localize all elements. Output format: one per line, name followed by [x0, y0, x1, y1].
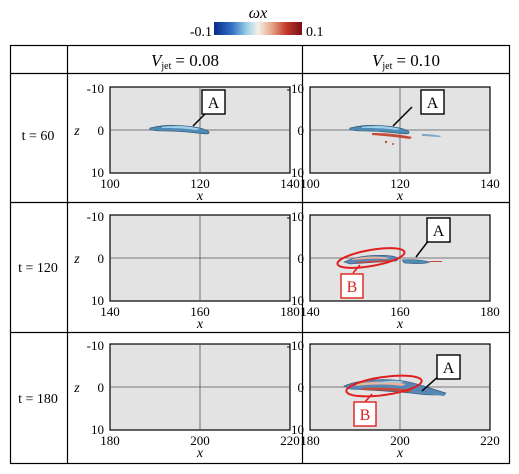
z-tick-label: -10	[87, 81, 104, 96]
row-label-t60: t = 60	[22, 129, 55, 144]
panel-r0-c0: -10 0 10 z 100 120 140 x A	[73, 81, 299, 204]
label-A: A	[427, 95, 439, 112]
x-tick-label: 140	[280, 176, 300, 191]
colorbar: ωx -0.1 0.1	[190, 5, 324, 40]
colorbar-label: ωx	[249, 5, 267, 22]
label-A: A	[443, 360, 455, 377]
colorbar-max-label: 0.1	[306, 25, 324, 40]
column-subscript: jet	[160, 61, 171, 72]
z-tick-label: 10	[91, 165, 104, 180]
x-tick-label: 180	[300, 433, 320, 448]
column-header-vjet-0.08: Vjet = 0.08	[151, 51, 219, 72]
column-symbol: V	[151, 51, 164, 70]
z-axis-label: z	[73, 252, 80, 267]
highlight-ellipse-B	[336, 247, 406, 269]
column-symbol: V	[372, 51, 385, 70]
highlight-ellipse-B	[345, 374, 423, 398]
label-A-box	[426, 217, 451, 243]
z-axis-label: z	[73, 381, 80, 396]
colorbar-gradient	[214, 22, 302, 35]
x-axis-label: x	[396, 446, 404, 461]
label-A-box	[420, 89, 445, 115]
z-tick-label: 0	[98, 380, 105, 395]
row-label-t180: t = 180	[18, 392, 58, 407]
x-axis-label: x	[396, 189, 404, 204]
svg-text:Vjet= 0.10: Vjet = 0.10	[372, 51, 440, 72]
z-tick-label: 0	[98, 123, 105, 138]
column-value: = 0.10	[396, 51, 440, 70]
panel-r2-c1: -10 0 10 180 200 220 x B A	[287, 338, 500, 461]
x-tick-label: 160	[190, 304, 210, 319]
z-tick-label: 0	[298, 380, 305, 395]
x-tick-label: 100	[300, 176, 320, 191]
table-grid	[9, 44, 511, 465]
callout-line-B	[352, 264, 361, 274]
x-tick-label: 180	[100, 433, 120, 448]
x-axis-label: x	[396, 317, 404, 332]
z-tick-label: 10	[91, 293, 104, 308]
z-tick-label: -10	[87, 338, 104, 353]
label-B-box	[340, 273, 364, 299]
x-tick-label: 160	[390, 304, 410, 319]
svg-text:Vjet= 0.08: Vjet = 0.08	[151, 51, 219, 72]
x-tick-label: 120	[190, 176, 210, 191]
panel-r0-c1: -10 0 10 100 120 140 x A	[287, 81, 500, 204]
x-axis-label: x	[196, 189, 204, 204]
x-tick-label: 220	[480, 433, 500, 448]
z-tick-label: 10	[291, 165, 304, 180]
x-axis-label: x	[196, 446, 204, 461]
x-tick-label: 200	[190, 433, 210, 448]
column-value: = 0.08	[175, 51, 219, 70]
colorbar-min-label: -0.1	[190, 25, 212, 40]
z-tick-label: 10	[291, 422, 304, 437]
x-tick-label: 120	[390, 176, 410, 191]
vortex-structure	[343, 379, 447, 396]
panel-r1-c1: -10 0 10 140 160 180 x B A	[287, 209, 500, 332]
z-axis-label: z	[73, 124, 80, 139]
z-tick-label: 10	[291, 293, 304, 308]
x-tick-label: 180	[480, 304, 500, 319]
column-header-vjet-0.10: Vjet = 0.10	[372, 51, 440, 72]
label-A-box	[436, 354, 461, 380]
callout-line-A	[392, 106, 413, 127]
x-tick-label: 140	[300, 304, 320, 319]
z-tick-label: 0	[98, 251, 105, 266]
vortex-structure	[149, 125, 210, 135]
panel-r1-c0: -10 0 10 z 140 160 180 x	[73, 209, 299, 332]
z-tick-label: -10	[287, 209, 304, 224]
label-A: A	[208, 95, 220, 112]
x-tick-label: 200	[390, 433, 410, 448]
z-tick-label: -10	[87, 209, 104, 224]
vortex-structure	[343, 254, 442, 265]
row-label-t120: t = 120	[18, 261, 58, 276]
z-tick-label: 0	[298, 251, 305, 266]
x-tick-label: 180	[280, 304, 300, 319]
x-tick-label: 140	[480, 176, 500, 191]
x-tick-label: 220	[280, 433, 300, 448]
label-B-box	[353, 401, 377, 427]
z-tick-label: -10	[287, 81, 304, 96]
z-tick-label: 0	[298, 123, 305, 138]
panel-r2-c0: -10 0 10 z 180 200 220 x	[73, 338, 299, 461]
callout-line-B	[364, 393, 373, 403]
label-A: A	[433, 223, 445, 240]
label-B: B	[347, 279, 358, 296]
column-subscript: jet	[381, 61, 392, 72]
x-tick-label: 140	[100, 304, 120, 319]
vortex-structure	[349, 125, 441, 145]
x-tick-label: 100	[100, 176, 120, 191]
x-axis-label: x	[196, 317, 204, 332]
label-B: B	[360, 407, 371, 424]
z-tick-label: 10	[91, 422, 104, 437]
label-A-box	[201, 89, 226, 115]
z-tick-label: -10	[287, 338, 304, 353]
